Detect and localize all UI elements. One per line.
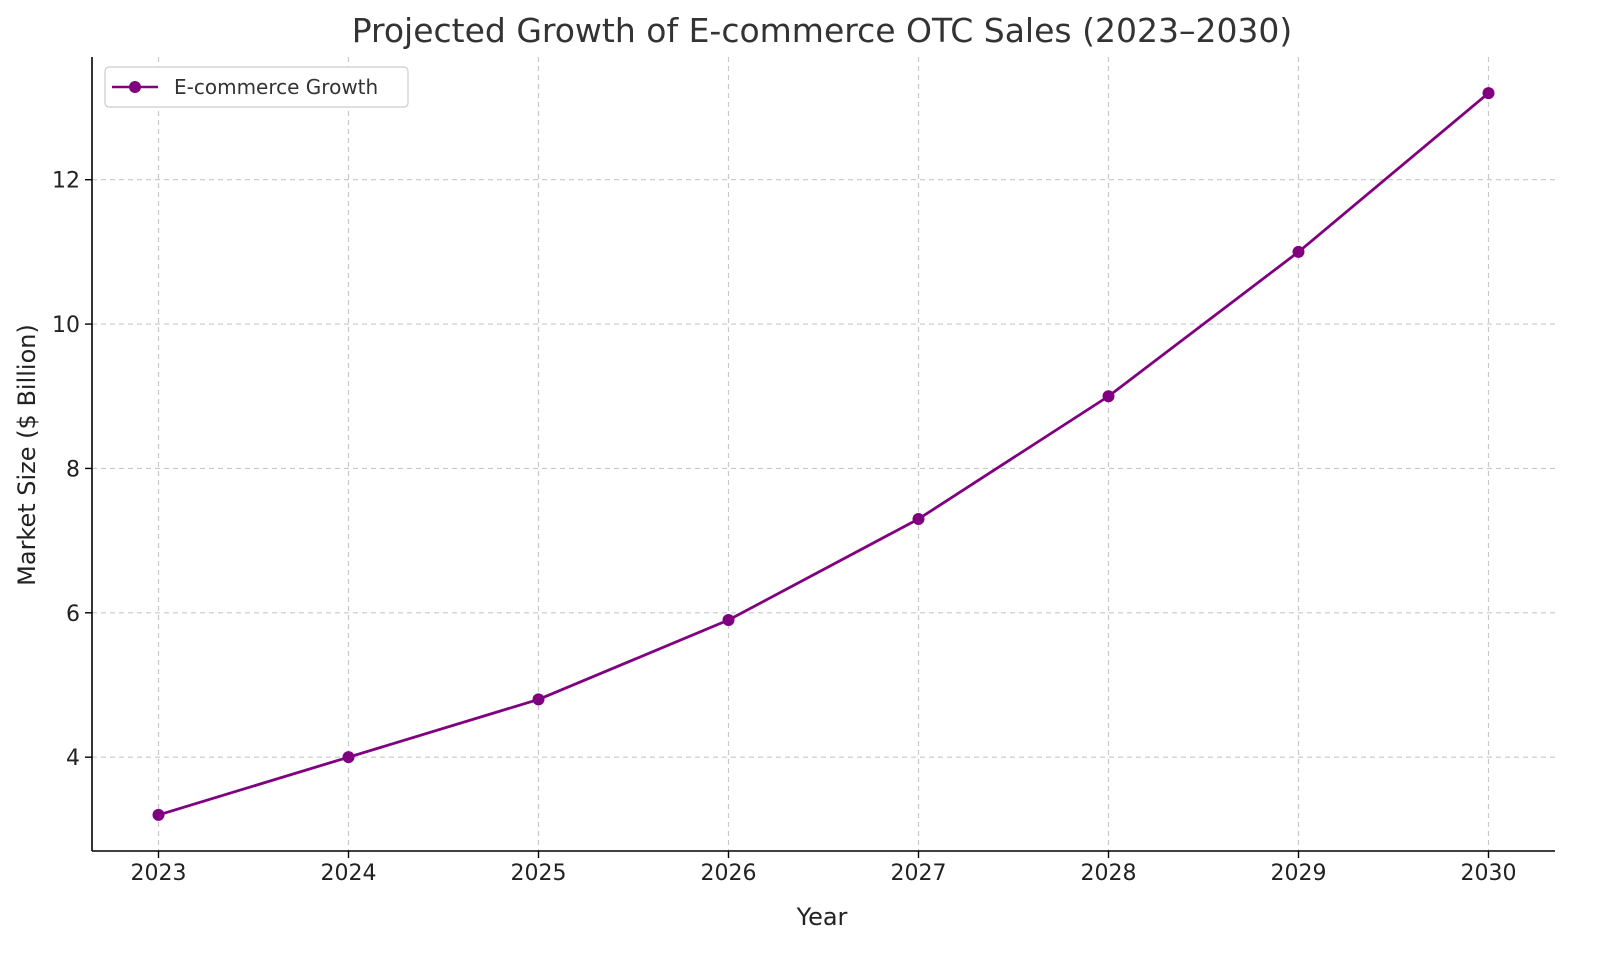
x-tick-label: 2026 [701, 861, 757, 886]
x-tick-label: 2024 [321, 861, 377, 886]
grid [92, 57, 1555, 851]
data-point-marker [1102, 390, 1115, 403]
x-tick-label: 2030 [1461, 861, 1517, 886]
y-tick-label: 8 [66, 457, 80, 482]
data-point-marker [342, 751, 355, 764]
data-point-marker [532, 693, 545, 706]
y-tick-label: 4 [66, 746, 80, 771]
x-tick-label: 2028 [1081, 861, 1137, 886]
x-tick-label: 2029 [1271, 861, 1327, 886]
data-point-marker [722, 614, 735, 627]
chart-title: Projected Growth of E-commerce OTC Sales… [352, 11, 1293, 50]
legend-label: E-commerce Growth [174, 75, 378, 99]
data-point-marker [152, 808, 165, 821]
legend-marker-swatch [129, 81, 141, 93]
y-tick-label: 6 [66, 602, 80, 627]
x-tick-label: 2023 [131, 861, 187, 886]
x-tick-label: 2027 [891, 861, 947, 886]
series-layer [152, 87, 1495, 821]
y-tick-label: 10 [52, 313, 80, 338]
legend-box [104, 66, 409, 108]
data-point-marker [1482, 87, 1495, 100]
legend: E-commerce Growth [104, 66, 409, 108]
data-point-marker [1292, 245, 1305, 258]
data-point-marker [912, 512, 925, 525]
series-line [157, 91, 1490, 817]
x-axis-label: Year [796, 903, 848, 931]
y-axis-label: Market Size ($ Billion) [13, 324, 41, 586]
x-tick-label: 2025 [511, 861, 567, 886]
y-tick-label: 12 [52, 169, 80, 194]
axes: 2023 2024 2025 2026 2027 2028 2029 2030 4 6 8 10 12 [52, 57, 1555, 886]
